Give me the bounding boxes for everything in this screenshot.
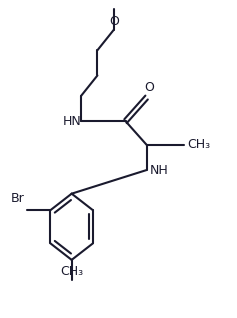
Text: NH: NH: [150, 163, 169, 176]
Text: CH₃: CH₃: [60, 265, 83, 278]
Text: O: O: [144, 81, 154, 94]
Text: HN: HN: [62, 115, 81, 128]
Text: O: O: [109, 15, 119, 28]
Text: Br: Br: [11, 192, 24, 205]
Text: CH₃: CH₃: [188, 138, 211, 151]
